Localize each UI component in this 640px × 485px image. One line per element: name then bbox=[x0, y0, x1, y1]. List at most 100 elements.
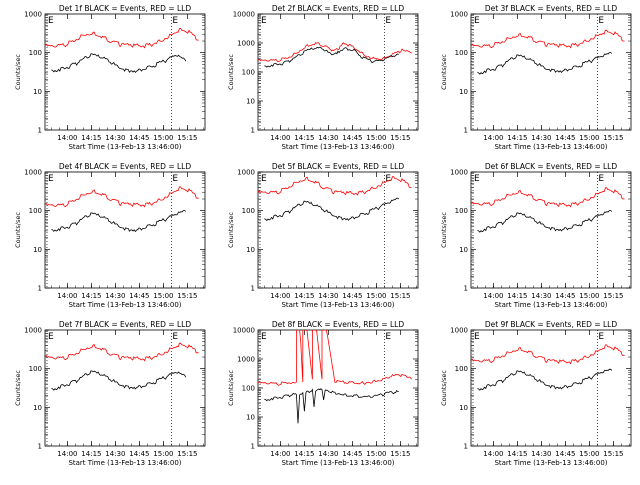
detector-panel-6: Det 6f BLACK = Events, RED = LLD 1 10 100 10… bbox=[440, 162, 632, 309]
x-tick-label: 14:30 bbox=[105, 292, 125, 300]
x-axis-label: Start Time (13-Feb-13 13:46:00) bbox=[68, 459, 181, 467]
x-tick-label: 14:15 bbox=[294, 450, 314, 458]
x-tick-label: 14:15 bbox=[81, 292, 101, 300]
y-tick-label: 1000 bbox=[237, 169, 255, 177]
e-marker-label: E bbox=[598, 16, 604, 26]
y-tick-label: 1000 bbox=[237, 40, 255, 48]
panel-title: Det 5f BLACK = Events, RED = LLD bbox=[272, 162, 405, 171]
x-tick-label: 15:15 bbox=[177, 134, 197, 142]
lld-series-line bbox=[471, 344, 625, 365]
x-tick-label: 14:00 bbox=[270, 134, 290, 142]
lld-series-line bbox=[45, 186, 199, 208]
detector-panel-4: Det 4f BLACK = Events, RED = LLD 1 10 100 10… bbox=[14, 162, 206, 309]
x-tick-label: 15:00 bbox=[153, 134, 173, 142]
plot-frame bbox=[44, 329, 206, 447]
e-marker-label: E bbox=[261, 332, 267, 342]
e-marker-label: E bbox=[172, 16, 178, 26]
y-tick-label: 10 bbox=[33, 88, 42, 96]
x-tick-label: 14:30 bbox=[531, 134, 551, 142]
x-tick-label: 15:15 bbox=[390, 450, 410, 458]
y-axis-label: Counts/sec bbox=[14, 212, 22, 248]
events-series-line bbox=[477, 52, 613, 75]
detector-panel-1: Det 1f BLACK = Events, RED = LLD 1 10 100 10… bbox=[14, 4, 206, 151]
plot-frame bbox=[470, 171, 632, 289]
e-marker-label: E bbox=[261, 16, 267, 26]
y-tick-label: 100 bbox=[455, 49, 468, 57]
lld-series-line bbox=[258, 330, 412, 386]
x-tick-label: 15:00 bbox=[366, 450, 386, 458]
x-tick-label: 14:45 bbox=[342, 292, 362, 300]
y-tick-label: 1000 bbox=[24, 169, 42, 177]
x-tick-label: 14:30 bbox=[318, 450, 338, 458]
x-tick-label: 14:15 bbox=[507, 134, 527, 142]
y-tick-label: 100 bbox=[455, 365, 468, 373]
e-marker-label: E bbox=[261, 174, 267, 184]
x-axis-label: Start Time (13-Feb-13 13:46:00) bbox=[494, 143, 607, 151]
plot-frame bbox=[257, 329, 419, 447]
panel-title: Det 3f BLACK = Events, RED = LLD bbox=[485, 4, 618, 13]
e-marker-label: E bbox=[172, 332, 178, 342]
panel-title: Det 7f BLACK = Events, RED = LLD bbox=[59, 320, 192, 329]
x-tick-label: 14:15 bbox=[294, 292, 314, 300]
y-axis-label: Counts/sec bbox=[440, 54, 448, 90]
y-tick-label: 1000 bbox=[450, 11, 468, 19]
e-marker-label: E bbox=[598, 174, 604, 184]
y-axis-label: Counts/sec bbox=[227, 212, 235, 248]
x-axis-label: Start Time (13-Feb-13 13:46:00) bbox=[494, 459, 607, 467]
x-tick-label: 14:00 bbox=[270, 292, 290, 300]
y-tick-label: 1 bbox=[464, 443, 468, 451]
x-tick-label: 14:00 bbox=[483, 292, 503, 300]
x-tick-label: 14:30 bbox=[318, 292, 338, 300]
detector-panel-9: Det 9f BLACK = Events, RED = LLD 1 10 100 10… bbox=[440, 320, 632, 467]
x-tick-label: 14:15 bbox=[507, 292, 527, 300]
detector-panel-7: Det 7f BLACK = Events, RED = LLD 1 10 100 10… bbox=[14, 320, 206, 467]
y-tick-label: 100 bbox=[29, 207, 42, 215]
y-axis-label: Counts/sec bbox=[440, 370, 448, 406]
events-series-line bbox=[51, 53, 187, 74]
y-tick-label: 100 bbox=[242, 385, 255, 393]
y-axis-label: Counts/sec bbox=[14, 370, 22, 406]
y-tick-label: 1 bbox=[251, 285, 255, 293]
y-tick-label: 10 bbox=[459, 246, 468, 254]
x-tick-label: 14:45 bbox=[555, 292, 575, 300]
lld-series-line bbox=[45, 27, 199, 49]
y-tick-label: 1000 bbox=[24, 327, 42, 335]
x-axis-label: Start Time (13-Feb-13 13:46:00) bbox=[68, 301, 181, 309]
e-marker-label: E bbox=[48, 174, 54, 184]
x-tick-label: 14:45 bbox=[129, 292, 149, 300]
y-tick-label: 100 bbox=[242, 207, 255, 215]
x-tick-label: 14:00 bbox=[57, 292, 77, 300]
panel-title: Det 4f BLACK = Events, RED = LLD bbox=[59, 162, 192, 171]
x-tick-label: 14:00 bbox=[483, 450, 503, 458]
detector-panel-5: Det 5f BLACK = Events, RED = LLD 1 10 100 10… bbox=[227, 162, 419, 309]
lld-series-line bbox=[471, 187, 625, 208]
x-tick-label: 14:45 bbox=[555, 450, 575, 458]
e-marker-label: E bbox=[172, 174, 178, 184]
x-tick-label: 15:00 bbox=[579, 134, 599, 142]
x-tick-label: 14:00 bbox=[483, 134, 503, 142]
x-tick-label: 14:30 bbox=[318, 134, 338, 142]
x-tick-label: 15:00 bbox=[366, 292, 386, 300]
x-tick-label: 14:00 bbox=[57, 134, 77, 142]
y-tick-label: 100 bbox=[455, 207, 468, 215]
x-tick-label: 14:45 bbox=[342, 134, 362, 142]
y-axis-label: Counts/sec bbox=[14, 54, 22, 90]
y-tick-label: 1000 bbox=[450, 169, 468, 177]
y-tick-label: 10 bbox=[459, 404, 468, 412]
y-tick-label: 1 bbox=[38, 127, 42, 135]
y-tick-label: 1000 bbox=[237, 356, 255, 364]
y-axis-label: Counts/sec bbox=[227, 54, 235, 90]
x-tick-label: 14:30 bbox=[105, 134, 125, 142]
detector-panel-3: Det 3f BLACK = Events, RED = LLD 1 10 100 10… bbox=[440, 4, 632, 151]
y-tick-label: 100 bbox=[242, 69, 255, 77]
panel-title: Det 8f BLACK = Events, RED = LLD bbox=[272, 320, 405, 329]
y-tick-label: 1000 bbox=[450, 327, 468, 335]
y-tick-label: 10 bbox=[246, 414, 255, 422]
x-tick-label: 15:15 bbox=[390, 292, 410, 300]
y-tick-label: 1000 bbox=[24, 11, 42, 19]
x-axis-label: Start Time (13-Feb-13 13:46:00) bbox=[281, 459, 394, 467]
y-axis-label: Counts/sec bbox=[440, 212, 448, 248]
detector-panel-8: Det 8f BLACK = Events, RED = LLD 1 10 100 10… bbox=[227, 320, 419, 467]
y-tick-label: 1 bbox=[38, 443, 42, 451]
